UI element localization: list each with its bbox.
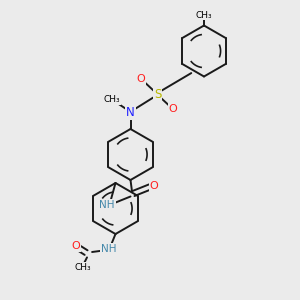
Text: S: S [154,88,161,101]
Text: CH₃: CH₃ [196,11,212,20]
Text: O: O [71,241,80,251]
Text: O: O [149,181,158,191]
Text: CH₃: CH₃ [103,95,120,104]
Text: NH: NH [101,244,116,254]
Text: O: O [136,74,146,84]
Text: CH₃: CH₃ [74,263,91,272]
Text: O: O [169,104,178,114]
Text: NH: NH [99,200,115,210]
Text: N: N [126,106,135,119]
